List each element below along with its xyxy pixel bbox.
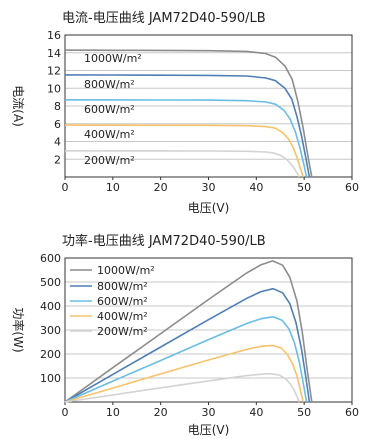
legend-label: 1000W/m²: [84, 52, 142, 65]
y-tick-label: 14: [47, 47, 61, 60]
y-tick-label: 12: [47, 65, 61, 78]
chart-title: 电流-电压曲线 JAM72D40-590/LB: [62, 11, 266, 26]
x-tick-label: 0: [62, 406, 69, 419]
x-tick-label: 40: [249, 181, 263, 194]
x-tick-label: 40: [249, 406, 263, 419]
legend-label: 400W/m²: [97, 310, 148, 323]
chart-2: 功率-电压曲线 JAM72D40-590/LB10020030040050060…: [11, 233, 359, 437]
y-tick-label: 400: [40, 300, 61, 313]
x-tick-label: 30: [202, 406, 216, 419]
x-tick-label: 60: [345, 406, 359, 419]
legend-label: 200W/m²: [97, 325, 148, 338]
legend-label: 800W/m²: [84, 78, 135, 91]
x-tick-label: 20: [154, 406, 168, 419]
x-tick-label: 10: [106, 406, 120, 419]
y-tick-label: 500: [40, 276, 61, 289]
series-line-5: [64, 372, 301, 403]
legend-label: 400W/m²: [84, 128, 135, 141]
series-line-4: [64, 344, 304, 403]
legend-label: 800W/m²: [97, 280, 148, 293]
y-tick-label: 600: [40, 252, 61, 265]
y-tick-label: 300: [40, 324, 61, 337]
x-tick-label: 10: [106, 181, 120, 194]
y-tick-label: 10: [47, 82, 61, 95]
chart-1: 电流-电压曲线 JAM72D40-590/LB 2 4 6 8 10 12 14 16 0 10 20…: [11, 11, 359, 215]
plot-frame: [64, 257, 353, 403]
legend-label: 600W/m²: [84, 103, 135, 116]
x-tick-label: 60: [345, 181, 359, 194]
legend-label: 1000W/m²: [97, 264, 155, 277]
y-axis-label: 功率(W): [11, 307, 26, 352]
series-line-2: [64, 287, 311, 403]
series-line-3: [64, 315, 308, 403]
y-tick-label: 6: [54, 118, 61, 131]
y-tick-label: 4: [54, 136, 61, 149]
x-axis-label: 电压(V): [188, 201, 230, 215]
legend-label: 600W/m²: [97, 295, 148, 308]
x-tick-label: 30: [202, 181, 216, 194]
y-tick-label: 100: [40, 372, 61, 385]
plot-frame: [64, 34, 353, 178]
series-line-4: [64, 124, 304, 178]
x-axis-label: 电压(V): [188, 423, 230, 437]
y-tick-label: 16: [47, 29, 61, 42]
series-line-2: [64, 74, 311, 178]
series-line-3: [64, 99, 308, 178]
chart-title: 功率-电压曲线 JAM72D40-590/LB: [62, 233, 266, 249]
x-tick-label: 20: [154, 181, 168, 194]
series-line-1: [64, 260, 313, 403]
series-line-5: [64, 150, 301, 178]
x-tick-label: 50: [297, 406, 311, 419]
y-tick-label: 200: [40, 348, 61, 361]
legend-label: 200W/m²: [84, 154, 135, 167]
x-tick-label: 0: [62, 181, 69, 194]
y-tick-label: 8: [54, 100, 61, 113]
series-line-1: [64, 49, 313, 178]
y-tick-label: 2: [54, 153, 61, 166]
x-tick-label: 50: [297, 181, 311, 194]
y-axis-label: 电流(A): [11, 85, 25, 127]
